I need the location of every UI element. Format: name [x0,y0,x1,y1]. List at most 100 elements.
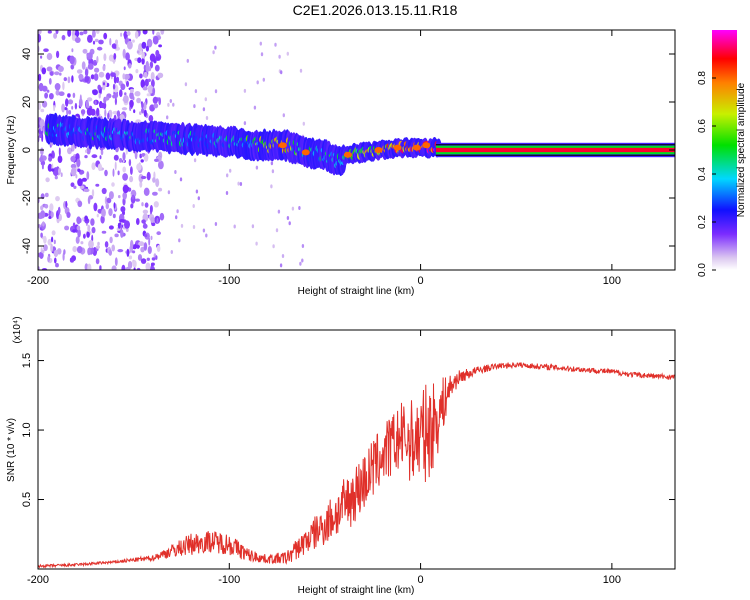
noise-blob [96,56,99,64]
noise-blob [141,57,145,65]
noise-blob [156,245,161,252]
noise-blob [141,102,144,109]
ridge-hotspot [412,144,421,151]
noise-blob [84,75,89,83]
noise-blob [63,77,67,82]
spectrogram-marks [38,30,675,270]
noise-blob [85,149,88,153]
noise-blob [184,82,188,87]
noise-blob [117,170,120,176]
noise-blob [186,58,189,63]
noise-blob [57,155,63,163]
noise-blob [112,94,116,99]
noise-blob [124,92,127,96]
noise-blob [91,226,96,234]
noise-blob [272,244,275,249]
noise-blob [114,39,119,45]
spectrogram-ylabel: Frequency (Hz) [6,116,17,185]
noise-blob [126,40,133,50]
noise-blob [113,75,117,84]
noise-blob [66,107,69,116]
noise-blob [156,231,161,236]
noise-blob [158,97,161,106]
snr-panel: -200 -100 0 100 0.5 1.0 1.5 Height of straight… [6,316,676,596]
noise-blob [38,73,42,82]
noise-blob [97,209,101,213]
noise-blob [95,258,100,265]
noise-blob [113,154,119,161]
noise-blob [42,85,48,92]
noise-blob [79,185,85,190]
noise-blob [255,165,259,170]
colorbar-tick-label: 0.2 [697,215,708,229]
noise-blob [194,89,198,94]
noise-blob [87,63,94,70]
noise-blob [145,64,150,73]
noise-blob [152,30,155,35]
noise-blob [96,245,100,249]
noise-blob [120,229,124,238]
noise-blob [108,249,113,256]
noise-blob [286,216,290,220]
noise-blob [96,30,100,34]
x-tick-label: -200 [27,574,49,586]
noise-blob [179,177,183,182]
noise-blob [139,73,143,79]
noise-blob [146,171,151,181]
noise-blob [46,66,53,72]
noise-blob [49,93,54,100]
noise-blob [40,205,44,211]
noise-blob [87,196,91,205]
noise-blob [146,93,151,97]
noise-blob [133,109,136,114]
noise-blob [122,191,127,200]
noise-blob [85,100,89,108]
noise-blob [144,202,149,208]
noise-blob [51,236,54,243]
ridge-hotspot [374,147,383,153]
noise-blob [70,163,77,169]
noise-blob [113,202,116,209]
noise-blob [139,111,142,115]
noise-blob [123,73,130,80]
ridge-hotspot [278,142,287,149]
noise-blob [302,121,305,126]
noise-blob [55,89,60,96]
noise-blob [121,264,126,270]
noise-blob [90,218,95,226]
noise-blob [153,103,159,109]
x-tick-label: 100 [603,574,621,586]
noise-blob [132,244,137,250]
noise-blob [144,234,148,238]
noise-blob [123,30,127,40]
noise-blob [243,88,247,93]
snr-ticks: -200 -100 0 100 0.5 1.0 1.5 [21,330,675,586]
noise-blob [101,187,107,195]
noise-blob [129,99,134,108]
x-tick-label: -100 [218,574,240,586]
noise-blob [54,71,60,76]
noise-blob [205,233,208,238]
noise-blob [53,104,56,112]
colorbar-tick-label: 0.6 [697,119,708,133]
ridge-hotspot [422,142,431,149]
noise-blob [48,156,53,162]
noise-blob [46,52,53,61]
noise-blob [87,263,92,270]
noise-blob [150,71,155,81]
noise-blob [122,166,126,173]
noise-blob [58,167,61,175]
noise-blob [117,222,121,229]
noise-blob [124,220,130,229]
colorbar-tick-label: 0.8 [697,71,708,85]
noise-blob [135,198,140,202]
noise-blob [136,267,141,270]
noise-blob [152,87,156,96]
noise-blob [298,206,301,210]
noise-blob [150,216,155,223]
noise-blob [126,248,130,257]
noise-blob [72,246,77,253]
noise-blob [229,168,232,173]
noise-blob [40,55,43,59]
noise-blob [126,31,131,36]
